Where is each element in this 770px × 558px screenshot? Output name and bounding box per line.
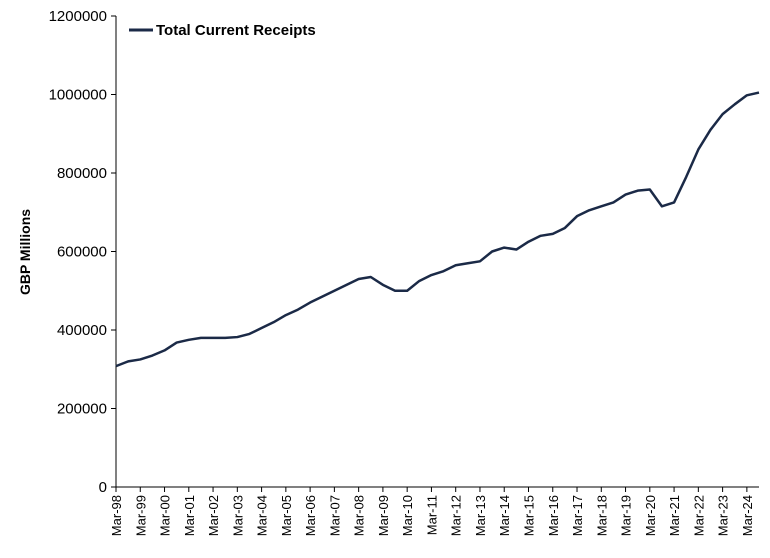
x-tick-label: Mar-06	[303, 495, 318, 536]
x-tick-label: Mar-99	[133, 495, 148, 536]
x-tick-label: Mar-23	[716, 495, 731, 536]
axes	[115, 16, 759, 488]
y-tick-label: 400000	[57, 322, 107, 339]
x-tick-label: Mar-00	[158, 495, 173, 536]
x-tick-label: Mar-14	[497, 495, 512, 536]
y-tick-label: 0	[99, 479, 107, 496]
x-tick-label: Mar-19	[619, 495, 634, 536]
x-tick-label: Mar-13	[473, 495, 488, 536]
y-tick-label: 600000	[57, 244, 107, 261]
x-tick-label: Mar-20	[643, 495, 658, 536]
x-tick-label: Mar-04	[255, 495, 270, 536]
legend: Total Current Receipts	[129, 22, 316, 39]
y-tick-label: 800000	[57, 165, 107, 182]
x-tick-label: Mar-08	[352, 495, 367, 536]
x-tick-label: Mar-21	[667, 495, 682, 536]
x-tick-label: Mar-24	[740, 495, 755, 536]
y-tick-label: 1000000	[49, 87, 107, 104]
x-tick-label: Mar-02	[206, 495, 221, 536]
x-tick-label: Mar-10	[400, 495, 415, 536]
x-tick-label: Mar-98	[109, 495, 124, 536]
x-tick-label: Mar-12	[449, 495, 464, 536]
legend-label: Total Current Receipts	[156, 22, 316, 39]
x-tick-label: Mar-11	[424, 495, 439, 535]
x-tick-label: Mar-01	[182, 495, 197, 536]
x-tick-label: Mar-16	[546, 495, 561, 536]
x-tick-label: Mar-07	[327, 495, 342, 536]
y-tick-label: 1200000	[49, 8, 107, 25]
x-tick-label: Mar-22	[691, 495, 706, 536]
series-line	[115, 91, 760, 368]
series-group	[115, 91, 760, 368]
x-tick-label: Mar-09	[376, 495, 391, 536]
y-tick-label: 200000	[57, 401, 107, 418]
x-tick-label: Mar-15	[521, 495, 536, 536]
y-axis-label: GBP Millions	[17, 209, 33, 295]
y-axis-ticks: 0 200000 400000 600000 800000 1000000 1200000	[49, 8, 116, 496]
x-tick-label: Mar-17	[570, 495, 585, 536]
x-tick-label: Mar-05	[279, 495, 294, 536]
x-tick-label: Mar-18	[594, 495, 609, 536]
x-tick-label: Mar-03	[230, 495, 245, 536]
x-axis-ticks: Mar-98 Mar-99 Mar-00 Mar-01 Mar-02 Mar-03 Mar-…	[109, 487, 755, 536]
